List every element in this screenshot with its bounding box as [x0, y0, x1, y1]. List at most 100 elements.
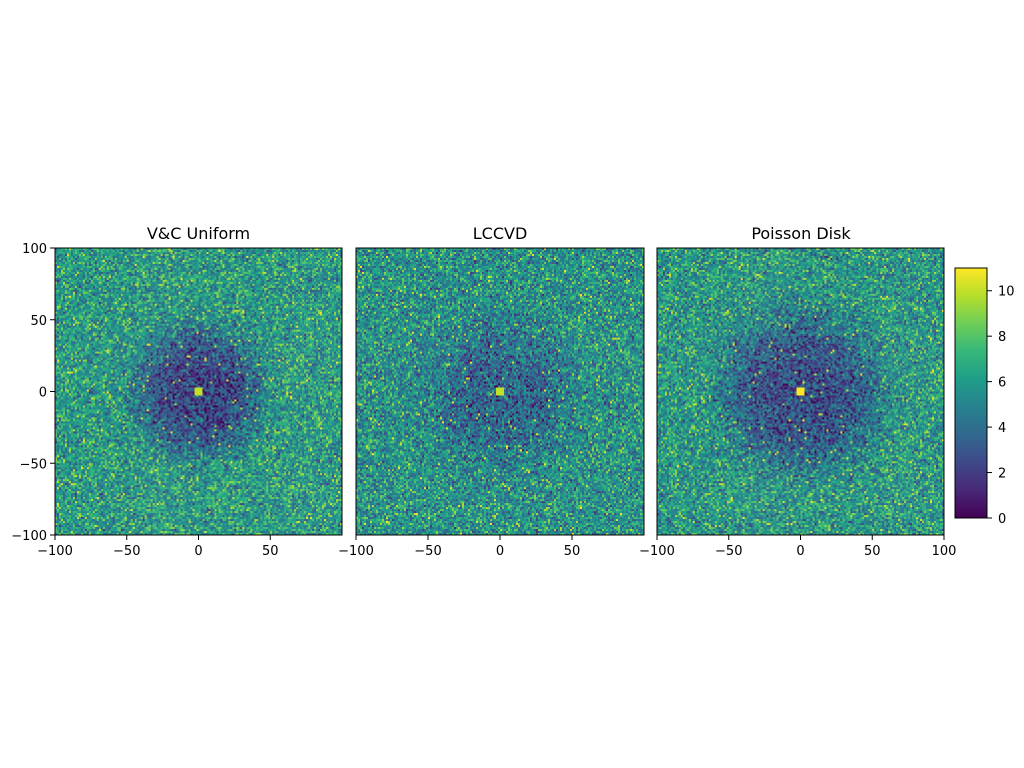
heatmap-cell	[105, 252, 107, 254]
heatmap-cell	[244, 258, 246, 260]
heatmap-cell	[218, 282, 220, 284]
heatmap-cell	[272, 250, 274, 252]
heatmap-cell	[79, 272, 81, 274]
heatmap-cell	[57, 278, 59, 280]
heatmap-cell	[57, 282, 59, 284]
heatmap-cell	[314, 270, 316, 272]
heatmap-cell	[282, 262, 284, 264]
heatmap-cell	[208, 274, 210, 276]
heatmap-cell	[246, 254, 248, 256]
heatmap-cell	[147, 278, 149, 280]
heatmap-cell	[87, 254, 89, 256]
heatmap-cell	[260, 250, 262, 252]
heatmap-cell	[276, 254, 278, 256]
heatmap-cell	[200, 282, 202, 284]
heatmap-cell	[109, 256, 111, 258]
heatmap-cell	[220, 252, 222, 254]
heatmap-cell	[149, 266, 151, 268]
heatmap-cell	[177, 274, 179, 276]
heatmap-cell	[286, 260, 288, 262]
heatmap-cell	[200, 254, 202, 256]
heatmap-cell	[101, 276, 103, 278]
heatmap-cell	[318, 274, 320, 276]
heatmap-cell	[230, 272, 232, 274]
heatmap-cell	[57, 252, 59, 254]
heatmap-cell	[199, 268, 201, 270]
heatmap-cell	[330, 270, 332, 272]
heatmap-cell	[248, 274, 250, 276]
heatmap-cell	[151, 252, 153, 254]
heatmap-cell	[175, 266, 177, 268]
heatmap-cell	[278, 260, 280, 262]
heatmap-cell	[153, 270, 155, 272]
heatmap-cell	[155, 256, 157, 258]
heatmap-cell	[61, 270, 63, 272]
heatmap-cell	[89, 280, 91, 282]
heatmap-cell	[336, 260, 338, 262]
heatmap-cell	[250, 280, 252, 282]
heatmap-cell	[272, 270, 274, 272]
heatmap-cell	[185, 260, 187, 262]
heatmap-cell	[93, 274, 95, 276]
heatmap-cell	[296, 268, 298, 270]
heatmap-cell	[334, 258, 336, 260]
heatmap-cell	[210, 272, 212, 274]
heatmap-cell	[292, 258, 294, 260]
heatmap-cell	[173, 256, 175, 258]
heatmap-cell	[256, 262, 258, 264]
heatmap-cell	[135, 252, 137, 254]
heatmap-cell	[97, 252, 99, 254]
heatmap-cell	[169, 262, 171, 264]
heatmap-cell	[204, 254, 206, 256]
heatmap-cell	[236, 262, 238, 264]
heatmap-cell	[197, 278, 199, 280]
heatmap-cell	[117, 282, 119, 284]
heatmap-cell	[292, 256, 294, 258]
heatmap-cell	[294, 278, 296, 280]
heatmap-cell	[139, 278, 141, 280]
heatmap-cell	[91, 280, 93, 282]
heatmap-cell	[135, 266, 137, 268]
heatmap-cell	[161, 264, 163, 266]
heatmap-cell	[216, 266, 218, 268]
heatmap-cell	[87, 280, 89, 282]
heatmap-cell	[61, 276, 63, 278]
heatmap-cell	[111, 266, 113, 268]
heatmap-cell	[238, 254, 240, 256]
heatmap-cell	[79, 280, 81, 282]
heatmap-cell	[97, 268, 99, 270]
heatmap-cell	[280, 280, 282, 282]
heatmap-cell	[286, 268, 288, 270]
heatmap-cell	[278, 272, 280, 274]
heatmap-cell	[129, 254, 131, 256]
heatmap-cell	[336, 276, 338, 278]
heatmap-cell	[324, 280, 326, 282]
heatmap-cell	[101, 282, 103, 284]
heatmap-cell	[250, 262, 252, 264]
heatmap-cell	[234, 270, 236, 272]
heatmap-cell	[244, 264, 246, 266]
heatmap-cell	[151, 280, 153, 282]
heatmap-cell	[316, 256, 318, 258]
heatmap-cell	[109, 260, 111, 262]
heatmap-cell	[177, 276, 179, 278]
heatmap-cell	[296, 278, 298, 280]
heatmap-cell	[280, 258, 282, 260]
heatmap-cell	[91, 252, 93, 254]
heatmap-cell	[131, 276, 133, 278]
heatmap-cell	[272, 266, 274, 268]
heatmap-cell	[322, 268, 324, 270]
heatmap-cell	[139, 282, 141, 284]
heatmap-cell	[210, 268, 212, 270]
heatmap-cell	[286, 280, 288, 282]
heatmap-cell	[204, 282, 206, 284]
heatmap-cell	[254, 262, 256, 264]
heatmap-cell	[302, 270, 304, 272]
heatmap-cell	[308, 254, 310, 256]
heatmap-cell	[191, 254, 193, 256]
heatmap-cell	[145, 260, 147, 262]
heatmap-cell	[312, 264, 314, 266]
heatmap-cell	[65, 272, 67, 274]
heatmap-cell	[326, 268, 328, 270]
heatmap-cell	[276, 280, 278, 282]
